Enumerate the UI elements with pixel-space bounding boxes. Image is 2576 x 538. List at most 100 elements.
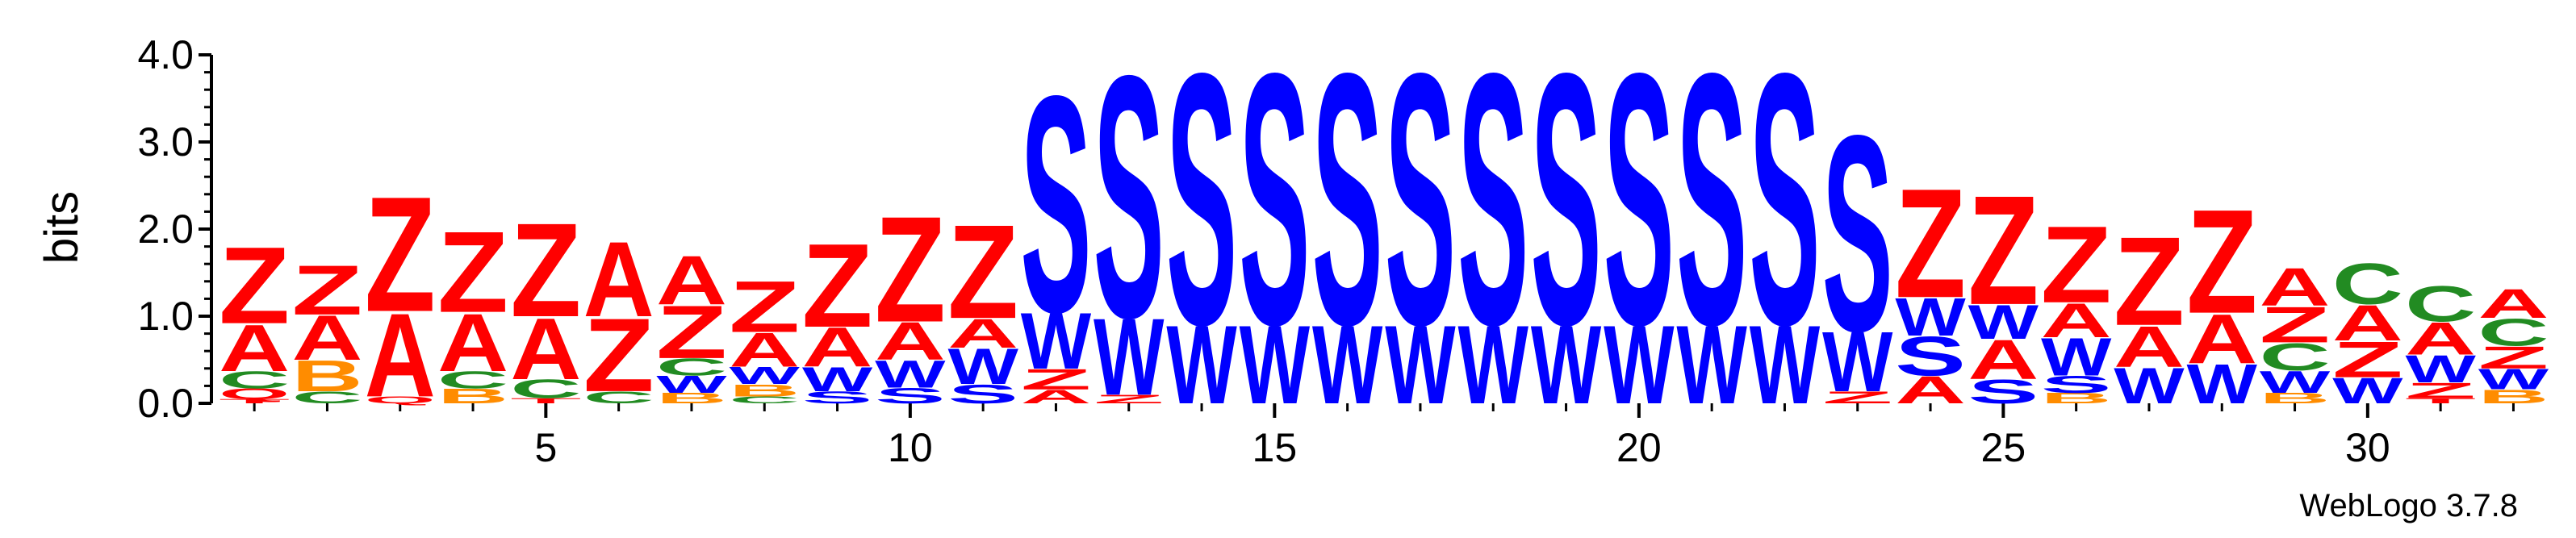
x-tick-label: 10 <box>888 425 933 470</box>
logo-letter-z: Z <box>802 219 873 352</box>
x-tick-label: 30 <box>2345 425 2390 470</box>
logo-letter-c: C <box>291 388 362 407</box>
logo-letter-a: A <box>1895 368 1966 411</box>
logo-letter-b: B <box>2478 386 2549 407</box>
y-tick-label: 0.0 <box>137 381 194 426</box>
logo-letter-w: W <box>1531 302 1602 427</box>
y-tick-label: 2.0 <box>137 206 194 252</box>
logo-letter-w: W <box>2332 371 2403 411</box>
logo-letter-a: A <box>947 310 1018 357</box>
logo-letter-w: W <box>1822 315 1893 410</box>
logo-letter-z: Z <box>729 266 800 348</box>
logo-letter-z: Z <box>291 251 362 330</box>
logo-letter-w: W <box>2187 353 2258 415</box>
logo-letter-w: W <box>730 362 800 390</box>
logo-letter-b: B <box>437 385 508 408</box>
x-tick-label: 15 <box>1252 425 1298 470</box>
logo-letter-a: A <box>2186 300 2257 378</box>
logo-letter-t: T <box>2405 397 2476 405</box>
logo-letter-c: C <box>2332 252 2403 317</box>
logo-letter-z: Z <box>2478 340 2549 376</box>
logo-letter-z: Z <box>2114 211 2185 352</box>
logo-letter-b: B <box>2260 390 2331 407</box>
logo-letter-z: Z <box>437 208 508 337</box>
logo-letter-w: W <box>2260 365 2331 400</box>
logo-letter-c: C <box>510 373 581 403</box>
logo-letter-a: A <box>1968 328 2039 391</box>
logo-letter-a: A <box>291 302 362 373</box>
logo-letter-a: A <box>510 301 581 398</box>
logo-letter-z: Z <box>1822 388 1893 407</box>
logo-letter-b: B <box>656 390 727 407</box>
logo-letter-w: W <box>1312 302 1383 427</box>
logo-letter-a: A <box>219 311 290 386</box>
logo-letter-s: S <box>1676 0 1747 400</box>
logo-letter-w: W <box>1895 287 1965 347</box>
logo-letter-c: C <box>2405 275 2476 332</box>
logo-letter-b: B <box>2041 390 2112 407</box>
logo-letter-s: S <box>1020 31 1091 377</box>
logo-letter-z: Z <box>656 290 727 374</box>
logo-letter-a: A <box>2260 257 2331 317</box>
logo-letter-w: W <box>656 371 726 398</box>
weblogo-credit: WebLogo 3.7.8 <box>2299 488 2518 523</box>
logo-letter-s: S <box>1604 0 1675 400</box>
logo-letter-z: Z <box>2260 296 2331 353</box>
logo-letter-a: A <box>802 316 873 379</box>
logo-letter-c: C <box>656 353 727 381</box>
logo-letter-z: Z <box>510 194 581 344</box>
logo-letter-w: W <box>1604 302 1675 427</box>
logo-stacks: TQCAZCBAZQAZBCAZTCAZCZABWCZACBWAZSWAZSWA… <box>219 0 2549 427</box>
logo-letter-s: S <box>947 379 1018 409</box>
logo-letter-q: Q <box>365 394 436 406</box>
logo-letter-s: S <box>875 384 946 408</box>
logo-letter-w: W <box>1458 302 1529 427</box>
logo-letter-w: W <box>2478 363 2549 396</box>
logo-letter-s: S <box>2041 371 2112 398</box>
logo-letter-w: W <box>875 352 946 396</box>
logo-letter-w: W <box>1240 302 1311 427</box>
logo-letter-s: S <box>1385 0 1456 400</box>
logo-letter-b: B <box>291 352 362 400</box>
logo-letter-s: S <box>1531 0 1602 400</box>
logo-letter-s: S <box>1166 0 1237 400</box>
logo-letter-s: S <box>1094 4 1165 390</box>
logo-letter-w: W <box>947 338 1018 395</box>
logo-letter-w: W <box>802 361 873 398</box>
x-axis-ticks: 5 10 15 20 25 30 <box>253 403 2515 470</box>
logo-letter-z: Z <box>1020 363 1091 395</box>
logo-letter-z: Z <box>2186 179 2257 345</box>
logo-letter-w: W <box>1385 302 1456 427</box>
logo-letter-a: A <box>583 219 654 339</box>
logo-letter-z: Z <box>2405 378 2476 402</box>
logo-letter-z: Z <box>2041 203 2112 326</box>
logo-letter-c: C <box>2478 311 2549 354</box>
logo-letter-c: C <box>729 394 800 405</box>
logo-letter-z: Z <box>2332 331 2403 388</box>
logo-letter-w: W <box>1968 294 2039 349</box>
logo-letter-a: A <box>365 288 436 422</box>
logo-letter-z: Z <box>875 186 946 353</box>
y-tick-label: 4.0 <box>137 32 194 77</box>
logo-letter-a: A <box>875 311 946 371</box>
x-tick-label: 25 <box>1981 425 2026 470</box>
logo-letter-w: W <box>1750 302 1821 427</box>
logo-letter-w: W <box>1676 302 1747 427</box>
logo-letter-a: A <box>656 242 727 319</box>
y-tick-label: 1.0 <box>137 294 194 339</box>
logo-letter-s: S <box>1749 0 1820 400</box>
logo-letter-s: S <box>1822 77 1893 390</box>
logo-letter-a: A <box>437 296 508 389</box>
logo-letter-w: W <box>2041 327 2111 387</box>
logo-letter-a: A <box>2405 313 2476 365</box>
logo-letter-z: Z <box>1094 392 1165 406</box>
logo-letter-s: S <box>1312 0 1383 400</box>
y-axis-ticks: 0.0 1.0 2.0 3.0 4.0 <box>137 32 211 426</box>
logo-letter-s: S <box>1457 0 1528 400</box>
logo-letter-s: S <box>802 388 873 407</box>
y-axis-title: bits <box>36 191 88 264</box>
logo-letter-t: T <box>219 398 290 404</box>
logo-letter-w: W <box>1021 297 1092 386</box>
logo-letter-z: Z <box>365 163 436 346</box>
